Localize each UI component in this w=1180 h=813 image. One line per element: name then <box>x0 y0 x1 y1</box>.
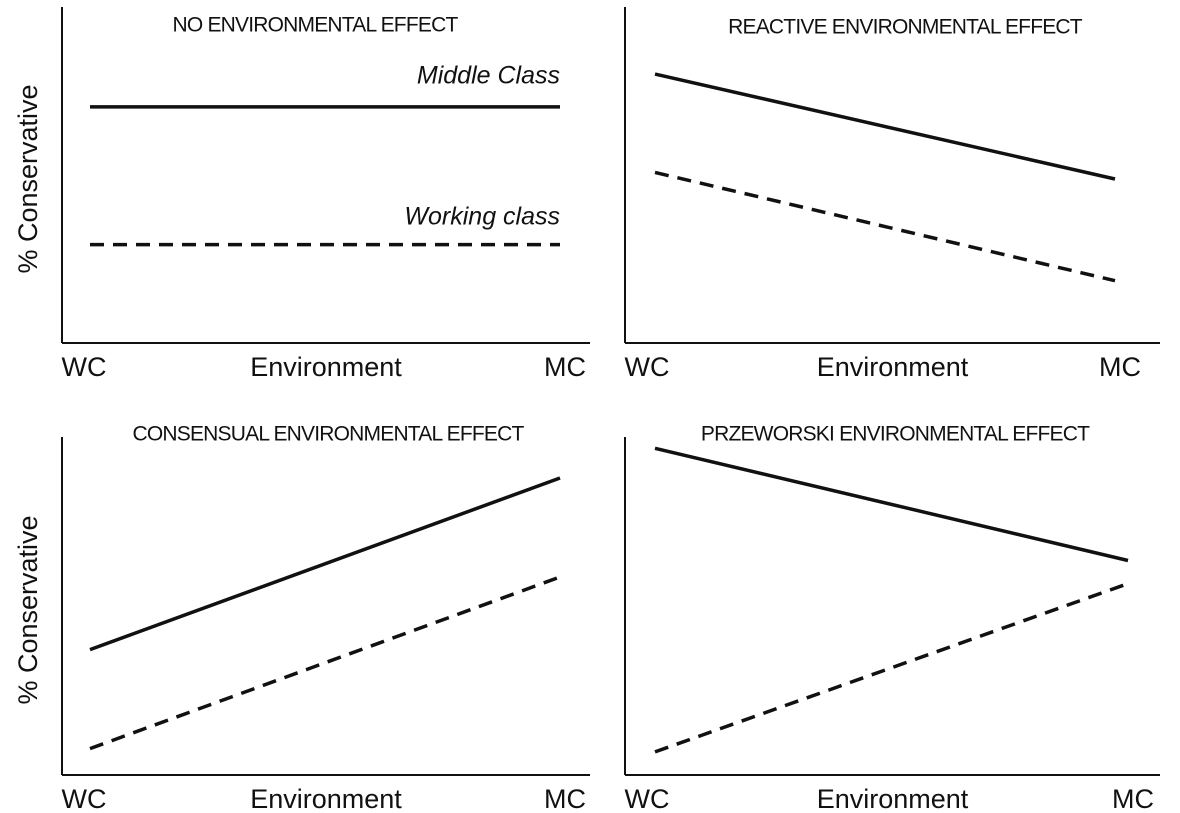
x-tick-label: MC <box>544 352 586 382</box>
panel-title: REACTIVE ENVIRONMENTAL EFFECT <box>728 16 1083 39</box>
series-line <box>654 170 1116 283</box>
x-tick-label: WC <box>625 352 670 382</box>
x-axis-label: Environment <box>250 784 402 813</box>
panel-title: PRZEWORSKI ENVIRONMENTAL EFFECT <box>701 423 1090 446</box>
x-tick-label: WC <box>625 784 670 813</box>
x-tick-label: WC <box>62 352 107 382</box>
y-axis-label: % Conservative <box>13 515 43 704</box>
series-line <box>654 446 1129 563</box>
series-line <box>89 575 561 751</box>
series-line <box>89 476 561 652</box>
x-tick-label: WC <box>62 784 107 813</box>
series-line <box>654 581 1129 754</box>
x-tick-label: MC <box>544 784 586 813</box>
x-tick-label: MC <box>1099 352 1141 382</box>
series-line <box>654 72 1116 181</box>
x-axis-label: Environment <box>250 352 402 382</box>
series-label: Middle Class <box>417 62 560 90</box>
panel-title: CONSENSUAL ENVIRONMENTAL EFFECT <box>133 423 525 446</box>
series-label: Working class <box>404 203 560 231</box>
x-axis-label: Environment <box>817 784 969 813</box>
x-tick-label: MC <box>1112 784 1154 813</box>
x-axis-label: Environment <box>817 352 969 382</box>
y-axis-label: % Conservative <box>13 84 43 273</box>
panel-title: NO ENVIRONMENTAL EFFECT <box>173 14 459 37</box>
